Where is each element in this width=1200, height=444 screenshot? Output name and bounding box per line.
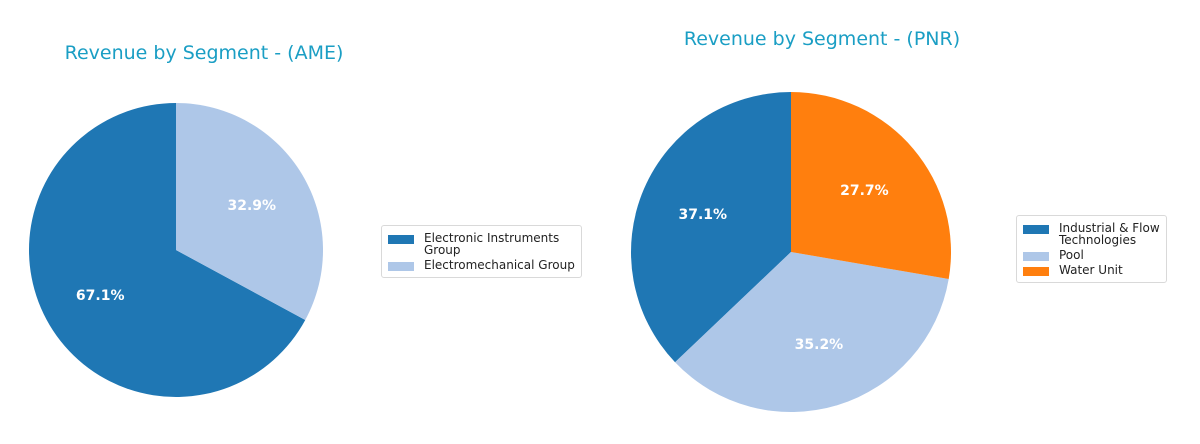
pie-slice — [791, 91, 951, 280]
pie-slice — [630, 92, 791, 363]
pie-slice — [675, 252, 949, 413]
legend-item-industrial-flow: Industrial & Flow Technologies — [1023, 222, 1160, 246]
pie-ame: 67.1% 32.9% — [28, 103, 323, 397]
legend-item-electronic-instruments: Electronic Instruments Group — [388, 232, 575, 256]
slice-percent-label: 37.1% — [678, 207, 727, 223]
legend-label: Pool — [1059, 248, 1084, 262]
legend-item-water-unit: Water Unit — [1023, 264, 1160, 276]
legend-label: Electromechanical Group — [424, 258, 575, 272]
pie-slice — [28, 103, 306, 397]
legend-label: Water Unit — [1059, 263, 1123, 277]
chart-title-pnr: Revenue by Segment - (PNR) — [683, 28, 961, 50]
legend-ame: Electronic Instruments Group Electromech… — [381, 225, 582, 278]
legend-swatch — [388, 235, 414, 244]
slice-percent-label: 67.1% — [76, 288, 125, 304]
legend-label: Industrial & Flow Technologies — [1059, 221, 1160, 247]
legend-item-electromechanical: Electromechanical Group — [388, 259, 575, 271]
legend-swatch — [388, 262, 414, 271]
slice-percent-label: 35.2% — [795, 337, 844, 353]
pie-pnr: 37.1% 35.2% 27.7% — [630, 91, 951, 413]
slice-percent-label: 27.7% — [840, 183, 889, 199]
legend-label: Electronic Instruments Group — [424, 231, 560, 257]
slice-percent-label: 32.9% — [227, 198, 276, 214]
legend-item-pool: Pool — [1023, 249, 1160, 261]
chart-title-ame: Revenue by Segment - (AME) — [64, 42, 344, 64]
pie-slice — [176, 103, 323, 321]
legend-swatch — [1023, 225, 1049, 234]
legend-pnr: Industrial & Flow Technologies Pool Wate… — [1016, 215, 1167, 283]
legend-swatch — [1023, 252, 1049, 261]
legend-swatch — [1023, 267, 1049, 276]
